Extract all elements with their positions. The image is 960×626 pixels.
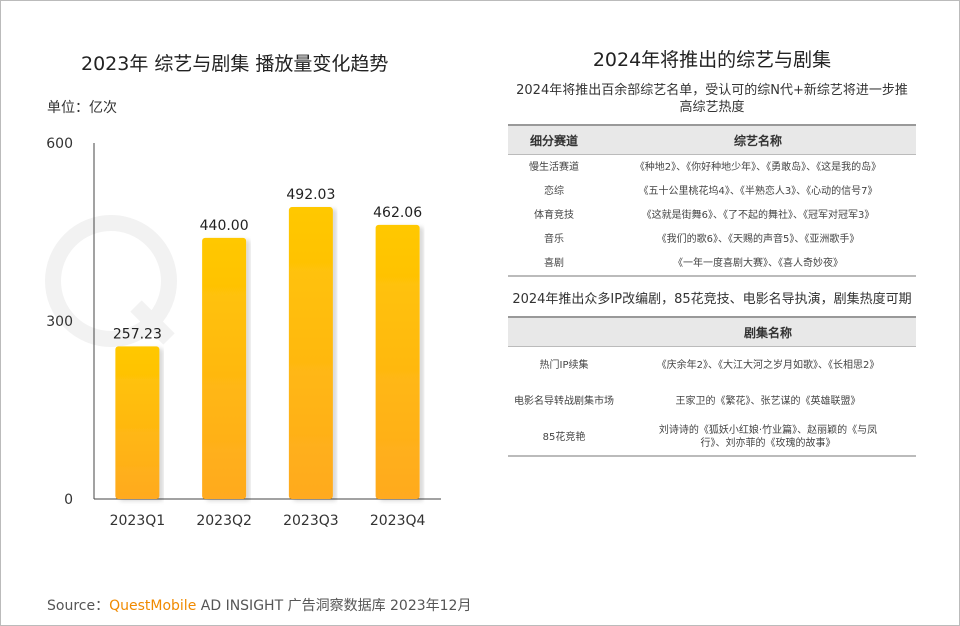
drama-subtitle: 2024年推出众多IP改编剧，85花竞技、电影名导执演，剧集热度可期	[512, 292, 912, 307]
y-tick-label: 300	[46, 314, 73, 330]
category-cell: 慢生活赛道	[529, 161, 579, 173]
data-label: 440.00	[200, 218, 249, 234]
name-cell: 《庆余年2》、《大江大河之岁月如歌》、《长相思2》	[656, 359, 880, 371]
source-brand: QuestMobile	[109, 598, 197, 614]
name-cell: 《一年一度喜剧大赛》、《喜人奇妙夜》	[600, 251, 916, 277]
category-cell: 喜剧	[508, 251, 600, 277]
category-cell: 音乐	[544, 233, 564, 245]
bar	[202, 237, 247, 499]
table-row: 电影名导转战剧集市场 王家卫的《繁花》、张艺谋的《英雄联盟》	[508, 383, 916, 419]
table-row: 85花竞艳 刘诗诗的《狐妖小红娘·竹业篇》、赵丽颖的《与凤行》、刘亦菲的《玫瑰的故…	[508, 419, 916, 457]
bar	[288, 207, 333, 499]
drama-table: 剧集名称 热门IP续集 《庆余年2》、《大江大河之岁月如歌》、《长相思2》电影名导…	[508, 316, 916, 457]
name-cell: 《五十公里桃花坞4》、《半熟恋人3》、《心动的信号7》	[638, 185, 878, 197]
name-cell: 刘诗诗的《狐妖小红娘·竹业篇》、赵丽颖的《与凤行》、刘亦菲的《玫瑰的故事》	[620, 419, 916, 457]
header-track: 细分赛道	[508, 124, 600, 155]
category-cell: 体育竞技	[534, 209, 574, 221]
table-row: 慢生活赛道 《种地2》、《你好种地少年》、《勇敢岛》、《这是我的岛》	[508, 155, 916, 180]
bar	[115, 346, 160, 499]
y-tick-label: 600	[46, 136, 73, 152]
table-row: 恋综 《五十公里桃花坞4》、《半熟恋人3》、《心动的信号7》	[508, 179, 916, 203]
source-prefix: Source：	[47, 598, 110, 614]
variety-table: 细分赛道 综艺名称 慢生活赛道 《种地2》、《你好种地少年》、《勇敢岛》、《这是我…	[508, 124, 916, 277]
table-row: 热门IP续集 《庆余年2》、《大江大河之岁月如歌》、《长相思2》	[508, 347, 916, 384]
name-cell: 《这就是街舞6》、《了不起的舞社》、《冠军对冠军3》	[641, 209, 875, 221]
right-title: 2024年将推出的综艺与剧集	[592, 49, 832, 71]
header-variety-name: 综艺名称	[600, 124, 916, 155]
category-cell: 电影名导转战剧集市场	[514, 395, 614, 407]
name-cell: 《我们的歌6》、《天赐的声音5》、《亚洲歌手》	[656, 233, 860, 245]
x-tick-label: 2023Q1	[110, 513, 166, 529]
x-tick-label: 2023Q2	[196, 513, 252, 529]
source-line: Source：QuestMobile AD INSIGHT 广告洞察数据库 20…	[47, 595, 471, 615]
right-panel: 2024年将推出的综艺与剧集 2024年将推出百余部综艺名单，受认可的综N代+新…	[508, 45, 916, 457]
table-row: 体育竞技 《这就是街舞6》、《了不起的舞社》、《冠军对冠军3》	[508, 203, 916, 227]
table-row: 喜剧 《一年一度喜剧大赛》、《喜人奇妙夜》	[508, 251, 916, 277]
chart-title: 2023年 综艺与剧集 播放量变化趋势	[81, 53, 389, 75]
name-cell: 王家卫的《繁花》、张艺谋的《英雄联盟》	[675, 395, 861, 407]
table-row: 音乐 《我们的歌6》、《天赐的声音5》、《亚洲歌手》	[508, 227, 916, 251]
x-tick-label: 2023Q3	[283, 513, 339, 529]
bar-chart: 0 300 600 257.23 2023Q1 440.00 2023Q2 492.03 202…	[46, 136, 441, 529]
category-cell: 恋综	[544, 185, 564, 197]
data-label: 257.23	[113, 326, 162, 342]
category-cell: 热门IP续集	[539, 359, 589, 371]
source-rest: AD INSIGHT 广告洞察数据库 2023年12月	[200, 598, 472, 614]
data-label: 492.03	[286, 187, 335, 203]
data-label: 462.06	[373, 205, 422, 221]
header-drama-name: 剧集名称	[620, 316, 916, 347]
variety-subtitle: 2024年将推出百余部综艺名单，受认可的综N代+新综艺将进一步推高综艺热度	[516, 83, 908, 115]
name-cell: 《种地2》、《你好种地少年》、《勇敢岛》、《这是我的岛》	[634, 161, 882, 173]
header-category	[508, 316, 620, 347]
x-tick-label: 2023Q4	[370, 513, 426, 529]
y-tick-label: 0	[64, 492, 73, 508]
bar	[375, 224, 420, 499]
category-cell: 85花竞艳	[508, 419, 620, 457]
unit-label: 单位：亿次	[47, 100, 117, 116]
